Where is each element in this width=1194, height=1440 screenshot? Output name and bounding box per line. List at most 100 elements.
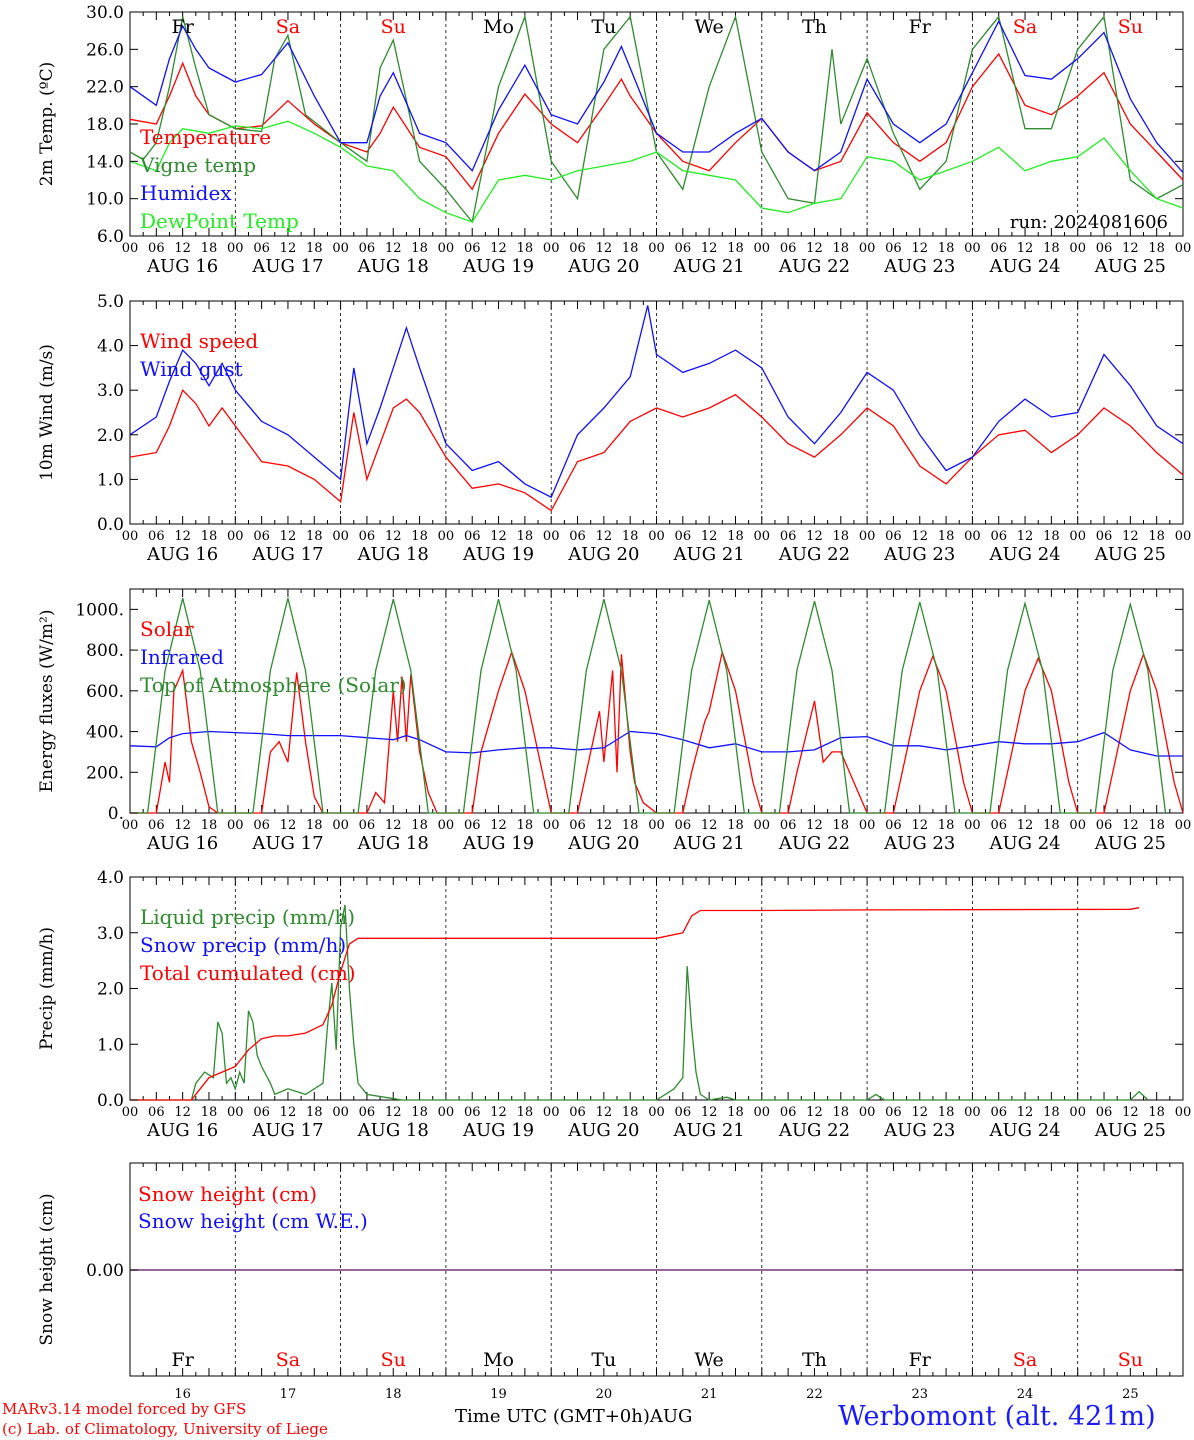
y-tick-label: 1.0 xyxy=(97,1035,124,1055)
day-name-top: We xyxy=(695,16,724,38)
panel-frame-1 xyxy=(129,300,1184,525)
date-label: AUG 19 xyxy=(462,833,534,854)
date-label: AUG 25 xyxy=(1094,833,1166,854)
date-label: AUG 20 xyxy=(567,833,639,854)
hour-tick-label: 06 xyxy=(148,1105,165,1120)
y-axis-title-energy: Energy fluxes (W/m²) xyxy=(37,610,57,793)
hour-tick-label: 12 xyxy=(174,818,191,833)
hour-tick-label: 12 xyxy=(490,818,507,833)
hour-tick-label: 00 xyxy=(438,529,455,544)
series-line-energy-2 xyxy=(130,598,1167,814)
hour-tick-label: 18 xyxy=(938,529,955,544)
hour-tick-label: 06 xyxy=(675,529,692,544)
date-label: AUG 17 xyxy=(251,1120,323,1141)
day-number: 16 xyxy=(174,1387,191,1402)
y-tick-label: 3.0 xyxy=(97,381,124,401)
hour-tick-label: 06 xyxy=(885,818,902,833)
hour-tick-label: 18 xyxy=(833,529,850,544)
hour-tick-label: 12 xyxy=(1122,529,1139,544)
day-name-bottom: Th xyxy=(802,1349,827,1371)
day-number: 19 xyxy=(490,1387,507,1402)
day-name-top: Th xyxy=(802,16,827,38)
hour-tick-label: 00 xyxy=(438,1105,455,1120)
panel-border xyxy=(129,11,1184,237)
series-line-precip-2 xyxy=(130,907,1140,1101)
y-axis-title-precip: Precip (mm/h) xyxy=(37,927,57,1050)
hour-tick-label: 18 xyxy=(1043,818,1060,833)
y-tick-label: 22.0 xyxy=(86,78,124,98)
hour-tick-label: 06 xyxy=(148,241,165,256)
series-line-wind-1 xyxy=(129,305,1184,499)
hour-tick-label: 12 xyxy=(1017,241,1034,256)
series-line-temperature-3 xyxy=(129,120,1184,223)
hour-tick-label: 00 xyxy=(964,1105,981,1120)
day-number: 24 xyxy=(1017,1387,1034,1402)
hour-tick-label: 00 xyxy=(122,818,139,833)
legend-temperature-3: DewPoint Temp xyxy=(140,209,299,233)
hour-tick-label: 12 xyxy=(490,529,507,544)
hour-tick-label: 00 xyxy=(964,529,981,544)
hour-tick-label: 12 xyxy=(280,529,297,544)
hour-tick-label: 12 xyxy=(280,1105,297,1120)
date-label: AUG 16 xyxy=(146,1120,218,1141)
y-tick-label: 6.0 xyxy=(97,227,124,247)
hour-tick-label: 18 xyxy=(306,529,323,544)
hour-tick-label: 06 xyxy=(359,529,376,544)
day-name-bottom: Su xyxy=(381,1349,406,1371)
day-number: 22 xyxy=(806,1387,823,1402)
hour-tick-label: 06 xyxy=(990,241,1007,256)
hour-tick-label: 18 xyxy=(1148,818,1165,833)
date-label: AUG 22 xyxy=(778,256,850,277)
panel-frame-0 xyxy=(129,11,1184,237)
hour-tick-label: 06 xyxy=(1096,529,1113,544)
series-line-temperature-2 xyxy=(129,19,1184,173)
panel-frame-2 xyxy=(129,588,1184,814)
legend-temperature-0: Temperature xyxy=(140,125,271,149)
legend-precip-0: Liquid precip (mm/h) xyxy=(140,905,355,929)
y-axis-title-snow: Snow height (cm) xyxy=(37,1193,57,1345)
date-label: AUG 25 xyxy=(1094,1120,1166,1141)
hour-tick-label: 00 xyxy=(543,818,560,833)
hour-tick-label: 18 xyxy=(1043,529,1060,544)
hour-tick-label: 00 xyxy=(859,529,876,544)
hour-tick-label: 18 xyxy=(1148,529,1165,544)
hour-tick-label: 06 xyxy=(464,818,481,833)
day-name-top: Mo xyxy=(483,16,514,38)
hour-tick-label: 12 xyxy=(1122,1105,1139,1120)
hour-tick-label: 00 xyxy=(648,241,665,256)
legend-precip-2: Total cumulated (cm) xyxy=(140,961,356,985)
date-label: AUG 24 xyxy=(988,1120,1060,1141)
run-label: run: 2024081606 xyxy=(1010,212,1168,233)
legend-snow-0: Snow height (cm) xyxy=(138,1182,317,1206)
date-label: AUG 17 xyxy=(251,256,323,277)
hour-tick-label: 06 xyxy=(569,818,586,833)
hour-tick-label: 12 xyxy=(806,241,823,256)
hour-tick-label: 18 xyxy=(411,1105,428,1120)
month-label: AUG xyxy=(649,1406,693,1427)
date-label: AUG 19 xyxy=(462,544,534,565)
hour-tick-label: 00 xyxy=(964,241,981,256)
hour-tick-label: 00 xyxy=(1175,1105,1192,1120)
day-number: 23 xyxy=(911,1387,928,1402)
date-label: AUG 24 xyxy=(988,833,1060,854)
date-label: AUG 22 xyxy=(778,544,850,565)
y-axis-title-temperature: 2m Temp. (ºC) xyxy=(37,62,57,187)
hour-tick-label: 12 xyxy=(385,529,402,544)
hour-tick-label: 06 xyxy=(780,1105,797,1120)
day-name-bottom: Fr xyxy=(909,1349,932,1371)
hour-tick-label: 06 xyxy=(359,818,376,833)
hour-tick-label: 00 xyxy=(754,1105,771,1120)
hour-tick-label: 12 xyxy=(911,1105,928,1120)
hour-tick-label: 00 xyxy=(1175,818,1192,833)
hour-tick-label: 12 xyxy=(911,529,928,544)
hour-tick-label: 12 xyxy=(385,1105,402,1120)
hour-tick-label: 18 xyxy=(833,241,850,256)
date-label: AUG 17 xyxy=(251,544,323,565)
day-name-bottom: Fr xyxy=(172,1349,195,1371)
hour-tick-label: 06 xyxy=(464,241,481,256)
day-number: 18 xyxy=(385,1387,402,1402)
date-label: AUG 20 xyxy=(567,256,639,277)
day-name-top: Fr xyxy=(172,16,195,38)
day-name-bottom: Mo xyxy=(483,1349,514,1371)
